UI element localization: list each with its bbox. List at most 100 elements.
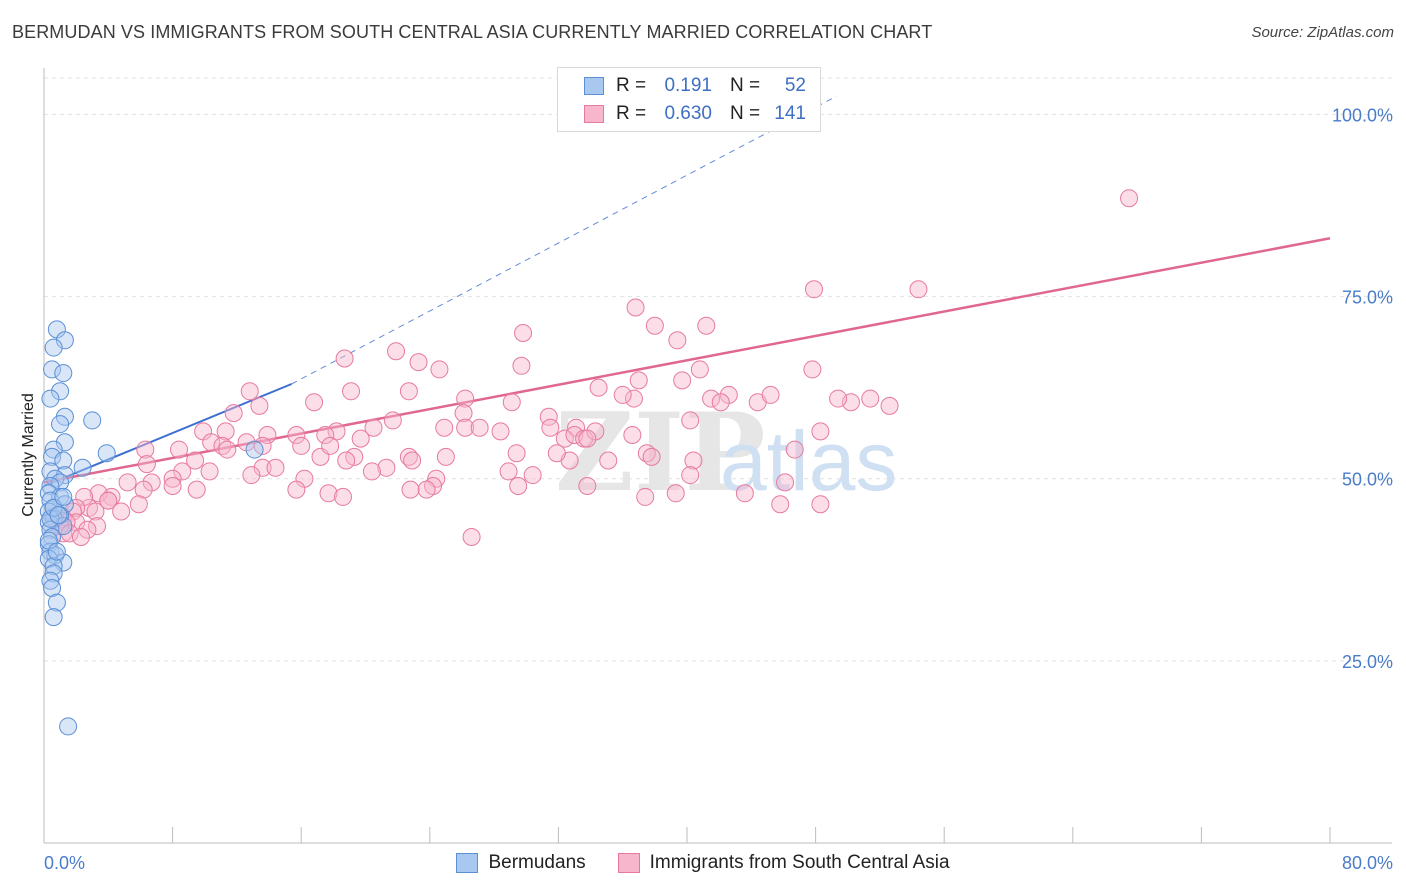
data-point-immigrants	[502, 393, 521, 412]
data-point-immigrants	[321, 436, 340, 455]
data-point-bermudans	[55, 433, 74, 452]
data-point-immigrants	[430, 360, 449, 379]
data-point-immigrants	[673, 371, 692, 390]
data-point-immigrants	[383, 411, 402, 430]
data-point-immigrants	[187, 480, 206, 499]
data-point-immigrants	[287, 480, 306, 499]
data-point-immigrants	[89, 484, 108, 503]
legend-r-value: 0.630	[664, 103, 712, 124]
data-point-immigrants	[335, 349, 354, 368]
data-point-bermudans	[83, 411, 102, 430]
data-point-bermudans	[97, 444, 116, 463]
data-point-immigrants	[880, 396, 899, 415]
legend-item-immigrants[interactable]: Immigrants from South Central Asia	[617, 852, 950, 874]
trend-line-bermudans-extension	[291, 95, 837, 385]
data-point-immigrants	[668, 331, 687, 350]
data-point-immigrants	[509, 477, 528, 495]
data-point-immigrants	[99, 491, 118, 510]
y-tick-label: 50.0%	[1342, 470, 1393, 490]
data-point-immigrants	[163, 477, 182, 495]
data-point-immigrants	[399, 382, 418, 401]
data-point-bermudans	[51, 415, 70, 434]
data-point-immigrants	[702, 389, 721, 408]
data-point-immigrants	[456, 389, 475, 408]
data-point-bermudans	[47, 542, 66, 561]
data-point-immigrants	[319, 484, 338, 503]
data-point-immigrants	[186, 451, 205, 470]
legend-n-label: N =	[730, 103, 761, 124]
data-point-immigrants	[541, 418, 560, 437]
grid-lines	[44, 77, 1392, 662]
data-point-immigrants	[599, 451, 618, 470]
data-point-bermudans	[245, 440, 264, 459]
data-point-immigrants	[637, 444, 656, 463]
data-point-immigrants	[240, 382, 259, 401]
data-point-immigrants	[761, 385, 780, 404]
y-axis-label: Currently Married	[20, 393, 37, 517]
data-point-immigrants	[523, 466, 542, 485]
data-point-bermudans	[41, 571, 60, 590]
data-point-immigrants	[224, 404, 243, 423]
data-point-bermudans	[55, 495, 74, 514]
data-point-immigrants	[305, 393, 324, 412]
data-point-immigrants	[287, 426, 306, 444]
legend-row-immigrants: R = 0.630 N = 141	[584, 100, 806, 128]
data-point-bermudans	[54, 364, 73, 383]
data-point-immigrants	[258, 426, 277, 444]
watermark: ZIP atlas	[555, 390, 897, 516]
data-point-bermudans	[47, 593, 66, 612]
data-point-immigrants	[681, 466, 700, 485]
data-point-immigrants	[134, 480, 153, 499]
data-point-immigrants	[78, 520, 97, 539]
data-point-immigrants	[333, 487, 352, 506]
data-point-immigrants	[253, 458, 272, 477]
data-point-immigrants	[163, 469, 182, 488]
data-point-immigrants	[803, 360, 822, 379]
chart-title: BERMUDAN VS IMMIGRANTS FROM SOUTH CENTRA…	[12, 22, 933, 42]
data-point-immigrants	[362, 462, 381, 481]
legend-label: Bermudans	[488, 852, 586, 873]
data-point-immigrants	[555, 429, 574, 448]
data-point-immigrants	[403, 451, 422, 470]
stats-legend: R = 0.191 N = 52 R = 0.630 N = 141	[557, 67, 821, 132]
data-point-immigrants	[861, 389, 880, 408]
data-point-immigrants	[250, 396, 269, 415]
data-point-immigrants	[776, 473, 795, 492]
data-point-immigrants	[88, 517, 107, 536]
data-point-immigrants	[666, 484, 685, 503]
data-point-immigrants	[401, 480, 420, 499]
data-point-immigrants	[645, 316, 664, 335]
data-point-immigrants	[462, 528, 481, 546]
data-point-immigrants	[711, 393, 730, 412]
data-point-immigrants	[507, 444, 526, 463]
data-point-immigrants	[112, 502, 131, 521]
legend-n-label: N =	[730, 75, 761, 96]
data-point-immigrants	[909, 280, 928, 299]
data-point-immigrants	[589, 378, 608, 397]
data-point-immigrants	[547, 444, 566, 463]
data-point-immigrants	[735, 484, 754, 503]
legend-row-bermudans: R = 0.191 N = 52	[584, 72, 806, 100]
data-point-immigrants	[613, 385, 632, 404]
legend-swatch-blue	[456, 853, 479, 873]
data-point-immigrants	[436, 447, 455, 466]
data-point-immigrants	[829, 389, 848, 408]
data-point-immigrants	[514, 324, 533, 342]
data-point-immigrants	[170, 440, 189, 459]
data-point-bermudans	[51, 382, 70, 401]
data-point-immigrants	[690, 360, 709, 379]
data-point-immigrants	[409, 353, 428, 372]
data-point-immigrants	[71, 528, 90, 546]
legend-item-bermudans[interactable]: Bermudans	[456, 852, 586, 874]
y-tick-label: 25.0%	[1342, 652, 1393, 672]
data-point-immigrants	[364, 418, 383, 437]
data-point-immigrants	[129, 495, 148, 514]
data-point-immigrants	[623, 426, 642, 444]
data-point-immigrants	[118, 473, 137, 492]
data-point-bermudans	[43, 579, 62, 597]
data-point-immigrants	[137, 455, 156, 474]
data-point-immigrants	[499, 462, 518, 481]
legend-n-value: 141	[774, 103, 806, 124]
y-tick-label: 75.0%	[1342, 288, 1393, 308]
